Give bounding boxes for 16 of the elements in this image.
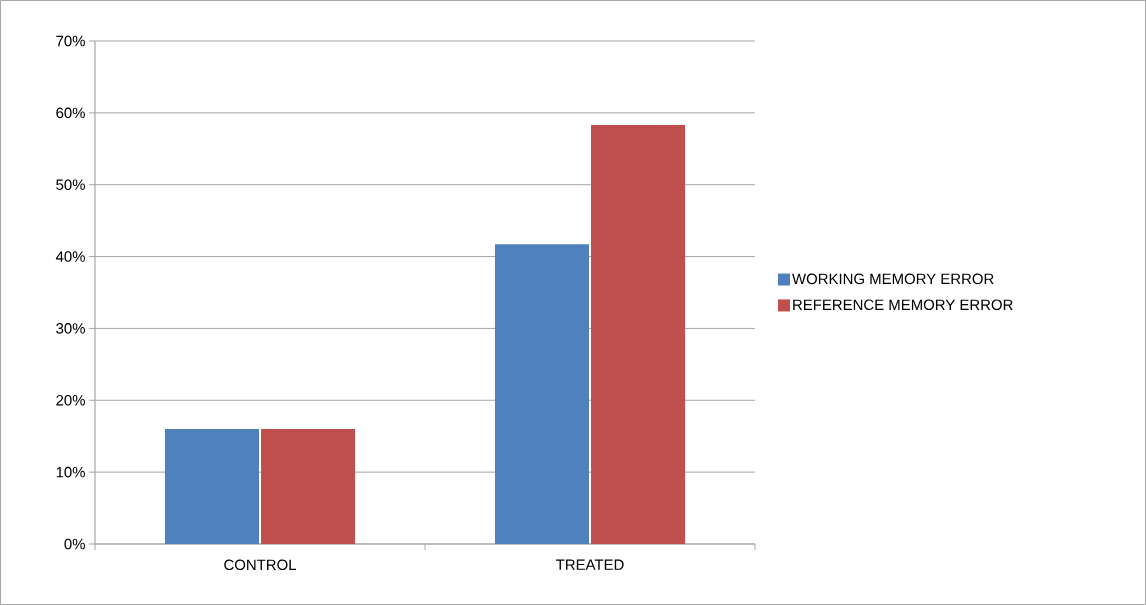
- y-tick-label: 40%: [55, 251, 85, 262]
- bar: [261, 429, 356, 544]
- legend-label: WORKING MEMORY ERROR: [792, 273, 994, 285]
- y-tick-label: 10%: [56, 466, 85, 478]
- bar: [591, 125, 686, 544]
- x-tick-label: TREATED: [556, 559, 624, 570]
- bar: [494, 244, 590, 544]
- legend-label: REFERENCE MEMORY ERROR: [793, 299, 1013, 311]
- y-tick-label: 60%: [56, 107, 85, 119]
- y-tick-label: 30%: [56, 323, 85, 334]
- y-tick-label: 20%: [56, 394, 85, 406]
- y-tick-label: 70%: [56, 35, 85, 47]
- bar: [164, 429, 260, 544]
- x-tick-label: CONTROL: [224, 559, 297, 571]
- y-tick-label: 0%: [64, 538, 85, 550]
- y-tick-label: 50%: [56, 179, 85, 190]
